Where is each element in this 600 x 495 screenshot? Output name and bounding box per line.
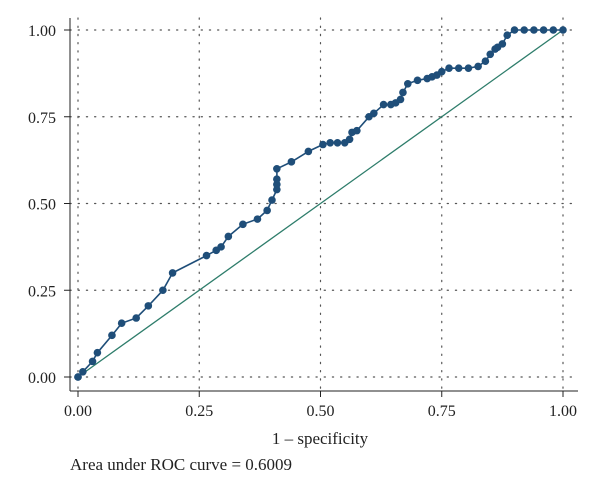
roc-point: [304, 147, 313, 156]
auc-annotation: Area under ROC curve = 0.6009: [70, 455, 293, 474]
reference-line: [77, 29, 564, 378]
roc-point: [93, 348, 102, 357]
roc-point: [74, 373, 82, 381]
roc-point: [144, 302, 153, 310]
roc-point: [379, 100, 388, 109]
roc-point: [79, 367, 87, 376]
roc-point: [539, 26, 548, 34]
roc-point: [202, 251, 211, 260]
roc-point: [273, 185, 281, 194]
roc-point: [549, 26, 558, 34]
tick-labels: 0.00 0.00 0.25 0.25 0.50 0.50 0.75 0.75 1.00 1.00: [28, 23, 577, 420]
roc-point: [520, 26, 528, 34]
roc-point: [273, 175, 281, 184]
roc-point: [159, 286, 167, 295]
roc-point: [132, 314, 140, 322]
roc-point: [268, 196, 276, 204]
roc-point: [474, 62, 482, 71]
x-axis-label: 1 – specificity: [272, 429, 369, 448]
roc-point: [117, 319, 126, 328]
roc-point: [253, 215, 262, 223]
y-tick-label: 1.00: [28, 23, 56, 40]
roc-point: [168, 269, 177, 277]
series-layer: [74, 26, 567, 381]
roc-point: [88, 357, 97, 366]
roc-point: [454, 64, 463, 72]
roc-point: [445, 64, 453, 72]
roc-point: [530, 26, 538, 34]
y-tick-label: 0.75: [28, 110, 56, 127]
roc-point: [273, 180, 281, 189]
roc-point: [498, 40, 507, 48]
roc-point: [413, 76, 422, 85]
y-tick-label: 0.25: [28, 283, 56, 300]
axes: [64, 18, 578, 397]
roc-point: [396, 95, 405, 104]
roc-point: [404, 79, 412, 88]
x-tick-label: 1.00: [549, 403, 577, 420]
roc-point: [217, 243, 225, 251]
roc-point: [108, 331, 116, 340]
roc-point: [399, 88, 407, 97]
roc-point: [224, 232, 233, 241]
roc-point: [326, 138, 335, 147]
grid-lines: [69, 17, 579, 392]
roc-point: [319, 140, 327, 149]
x-tick-label: 0.50: [307, 403, 335, 420]
roc-point: [353, 126, 361, 135]
x-tick-label: 0.00: [64, 403, 92, 420]
y-tick-label: 0.00: [28, 370, 56, 387]
roc-point: [345, 135, 354, 144]
x-tick-label: 0.25: [185, 403, 213, 420]
roc-point: [510, 26, 519, 34]
roc-point: [437, 67, 446, 76]
roc-point: [263, 206, 271, 215]
roc-point: [333, 138, 342, 147]
x-tick-label: 0.75: [428, 403, 456, 420]
roc-point: [370, 109, 378, 118]
roc-point: [503, 31, 512, 40]
roc-point: [559, 26, 567, 34]
roc-point: [464, 64, 473, 72]
y-tick-label: 0.50: [28, 197, 56, 214]
roc-point: [481, 57, 490, 66]
roc-point: [287, 158, 296, 166]
roc-point: [486, 50, 495, 59]
roc-point: [239, 220, 247, 229]
roc-point: [273, 165, 281, 173]
